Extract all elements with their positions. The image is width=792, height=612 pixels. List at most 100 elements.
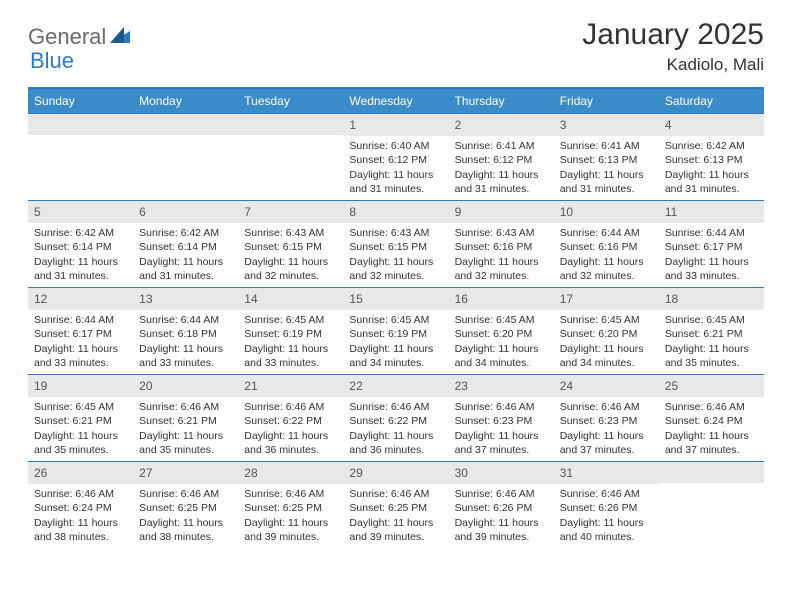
day-cell: 21Sunrise: 6:46 AMSunset: 6:22 PMDayligh… [238,375,343,461]
day-body: Sunrise: 6:46 AMSunset: 6:26 PMDaylight:… [449,484,554,548]
week-row: 12Sunrise: 6:44 AMSunset: 6:17 PMDayligh… [28,287,764,374]
day-cell: 6Sunrise: 6:42 AMSunset: 6:14 PMDaylight… [133,201,238,287]
day-cell: 4Sunrise: 6:42 AMSunset: 6:13 PMDaylight… [659,114,764,200]
day-body: Sunrise: 6:46 AMSunset: 6:21 PMDaylight:… [133,397,238,461]
day-cell: 24Sunrise: 6:46 AMSunset: 6:23 PMDayligh… [554,375,659,461]
day-cell: 16Sunrise: 6:45 AMSunset: 6:20 PMDayligh… [449,288,554,374]
day-body: Sunrise: 6:43 AMSunset: 6:15 PMDaylight:… [343,223,448,287]
day-cell: 3Sunrise: 6:41 AMSunset: 6:13 PMDaylight… [554,114,659,200]
day-number: 17 [554,288,659,310]
weekday-header: Thursday [449,89,554,113]
day-body: Sunrise: 6:46 AMSunset: 6:22 PMDaylight:… [343,397,448,461]
day-cell: 23Sunrise: 6:46 AMSunset: 6:23 PMDayligh… [449,375,554,461]
day-body: Sunrise: 6:46 AMSunset: 6:25 PMDaylight:… [133,484,238,548]
day-number: 27 [133,462,238,484]
day-body: Sunrise: 6:46 AMSunset: 6:24 PMDaylight:… [659,397,764,461]
day-number: 7 [238,201,343,223]
day-body: Sunrise: 6:44 AMSunset: 6:17 PMDaylight:… [28,310,133,374]
day-body: Sunrise: 6:42 AMSunset: 6:13 PMDaylight:… [659,136,764,200]
day-number: 25 [659,375,764,397]
day-cell: 14Sunrise: 6:45 AMSunset: 6:19 PMDayligh… [238,288,343,374]
day-body: Sunrise: 6:45 AMSunset: 6:19 PMDaylight:… [238,310,343,374]
day-number: 14 [238,288,343,310]
day-cell [659,462,764,548]
day-body: Sunrise: 6:46 AMSunset: 6:22 PMDaylight:… [238,397,343,461]
weekday-header: Wednesday [343,89,448,113]
day-body: Sunrise: 6:45 AMSunset: 6:19 PMDaylight:… [343,310,448,374]
day-number: 24 [554,375,659,397]
week-row: 26Sunrise: 6:46 AMSunset: 6:24 PMDayligh… [28,461,764,548]
logo-text-part2: Blue [30,48,74,74]
day-body: Sunrise: 6:45 AMSunset: 6:21 PMDaylight:… [28,397,133,461]
day-body: Sunrise: 6:44 AMSunset: 6:17 PMDaylight:… [659,223,764,287]
weekday-row: SundayMondayTuesdayWednesdayThursdayFrid… [28,89,764,113]
empty-day-header [238,114,343,135]
day-body: Sunrise: 6:44 AMSunset: 6:16 PMDaylight:… [554,223,659,287]
week-row: 5Sunrise: 6:42 AMSunset: 6:14 PMDaylight… [28,200,764,287]
calendar: SundayMondayTuesdayWednesdayThursdayFrid… [28,87,764,548]
weeks-container: 1Sunrise: 6:40 AMSunset: 6:12 PMDaylight… [28,113,764,548]
day-cell: 17Sunrise: 6:45 AMSunset: 6:20 PMDayligh… [554,288,659,374]
day-number: 6 [133,201,238,223]
day-cell: 19Sunrise: 6:45 AMSunset: 6:21 PMDayligh… [28,375,133,461]
day-cell [133,114,238,200]
empty-day-header [659,462,764,483]
day-body: Sunrise: 6:46 AMSunset: 6:23 PMDaylight:… [449,397,554,461]
day-number: 15 [343,288,448,310]
day-body: Sunrise: 6:42 AMSunset: 6:14 PMDaylight:… [28,223,133,287]
day-body: Sunrise: 6:46 AMSunset: 6:26 PMDaylight:… [554,484,659,548]
day-body: Sunrise: 6:40 AMSunset: 6:12 PMDaylight:… [343,136,448,200]
day-cell: 20Sunrise: 6:46 AMSunset: 6:21 PMDayligh… [133,375,238,461]
weekday-header: Friday [554,89,659,113]
day-cell: 10Sunrise: 6:44 AMSunset: 6:16 PMDayligh… [554,201,659,287]
weekday-header: Sunday [28,89,133,113]
day-number: 5 [28,201,133,223]
day-cell: 2Sunrise: 6:41 AMSunset: 6:12 PMDaylight… [449,114,554,200]
day-cell: 28Sunrise: 6:46 AMSunset: 6:25 PMDayligh… [238,462,343,548]
day-cell: 15Sunrise: 6:45 AMSunset: 6:19 PMDayligh… [343,288,448,374]
day-cell: 30Sunrise: 6:46 AMSunset: 6:26 PMDayligh… [449,462,554,548]
day-number: 20 [133,375,238,397]
title-block: January 2025 Kadiolo, Mali [582,18,764,75]
week-row: 19Sunrise: 6:45 AMSunset: 6:21 PMDayligh… [28,374,764,461]
logo-text-part1: General [28,24,106,50]
page: General January 2025 Kadiolo, Mali Blue … [0,0,792,558]
day-number: 30 [449,462,554,484]
day-body: Sunrise: 6:45 AMSunset: 6:21 PMDaylight:… [659,310,764,374]
day-cell: 29Sunrise: 6:46 AMSunset: 6:25 PMDayligh… [343,462,448,548]
day-cell: 12Sunrise: 6:44 AMSunset: 6:17 PMDayligh… [28,288,133,374]
weekday-header: Saturday [659,89,764,113]
logo: General [28,18,134,50]
day-cell: 13Sunrise: 6:44 AMSunset: 6:18 PMDayligh… [133,288,238,374]
week-row: 1Sunrise: 6:40 AMSunset: 6:12 PMDaylight… [28,113,764,200]
logo-mark-icon [110,27,130,48]
day-body: Sunrise: 6:43 AMSunset: 6:16 PMDaylight:… [449,223,554,287]
day-number: 28 [238,462,343,484]
weekday-header: Tuesday [238,89,343,113]
day-number: 8 [343,201,448,223]
day-cell [28,114,133,200]
location: Kadiolo, Mali [582,55,764,75]
day-cell: 5Sunrise: 6:42 AMSunset: 6:14 PMDaylight… [28,201,133,287]
day-body: Sunrise: 6:46 AMSunset: 6:23 PMDaylight:… [554,397,659,461]
day-cell: 9Sunrise: 6:43 AMSunset: 6:16 PMDaylight… [449,201,554,287]
day-number: 21 [238,375,343,397]
day-number: 13 [133,288,238,310]
day-body: Sunrise: 6:45 AMSunset: 6:20 PMDaylight:… [554,310,659,374]
day-cell: 1Sunrise: 6:40 AMSunset: 6:12 PMDaylight… [343,114,448,200]
day-body: Sunrise: 6:44 AMSunset: 6:18 PMDaylight:… [133,310,238,374]
month-title: January 2025 [582,18,764,51]
day-body: Sunrise: 6:45 AMSunset: 6:20 PMDaylight:… [449,310,554,374]
day-body: Sunrise: 6:46 AMSunset: 6:25 PMDaylight:… [238,484,343,548]
day-number: 4 [659,114,764,136]
day-number: 2 [449,114,554,136]
day-number: 1 [343,114,448,136]
day-body: Sunrise: 6:46 AMSunset: 6:25 PMDaylight:… [343,484,448,548]
day-body: Sunrise: 6:42 AMSunset: 6:14 PMDaylight:… [133,223,238,287]
day-number: 18 [659,288,764,310]
day-number: 19 [28,375,133,397]
day-cell: 18Sunrise: 6:45 AMSunset: 6:21 PMDayligh… [659,288,764,374]
day-number: 23 [449,375,554,397]
day-cell: 31Sunrise: 6:46 AMSunset: 6:26 PMDayligh… [554,462,659,548]
header: General January 2025 Kadiolo, Mali [28,18,764,75]
